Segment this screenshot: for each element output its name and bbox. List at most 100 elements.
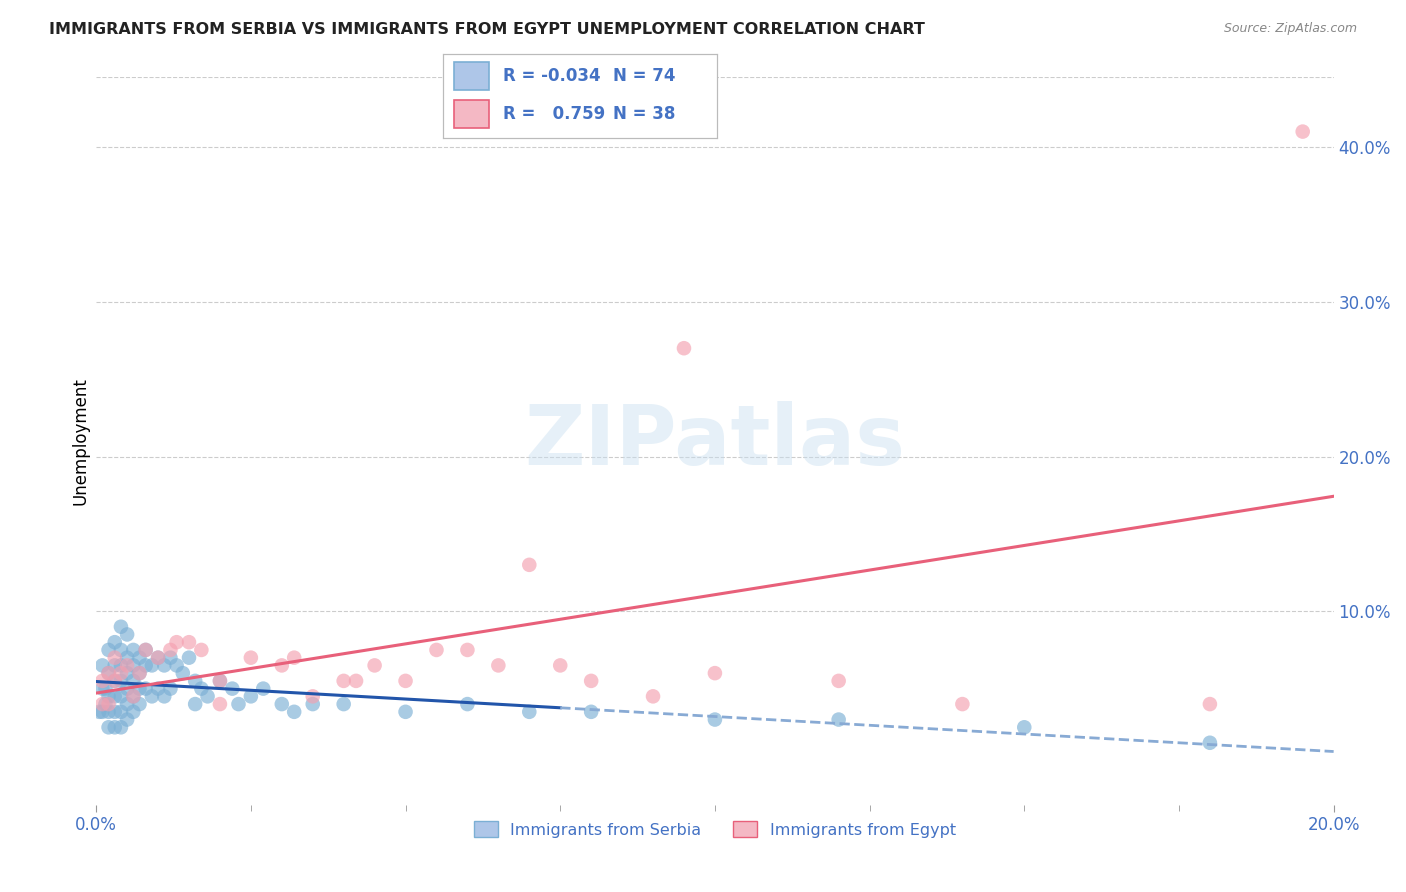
Point — [283, 650, 305, 665]
Point — [115, 650, 138, 665]
Text: N = 74: N = 74 — [613, 67, 675, 85]
Point — [122, 673, 145, 688]
Point — [104, 720, 127, 734]
Point — [97, 705, 120, 719]
FancyBboxPatch shape — [454, 62, 489, 90]
Point — [184, 673, 207, 688]
Point — [190, 643, 212, 657]
Point — [146, 681, 169, 696]
Point — [301, 697, 323, 711]
Point — [159, 681, 181, 696]
Point — [104, 673, 127, 688]
Point — [122, 690, 145, 704]
Point — [283, 705, 305, 719]
Point — [1199, 697, 1222, 711]
Point — [128, 666, 150, 681]
Point — [517, 705, 540, 719]
Text: ZIPatlas: ZIPatlas — [524, 401, 905, 482]
Point — [394, 673, 416, 688]
Point — [159, 643, 181, 657]
Point — [91, 697, 114, 711]
Point — [89, 705, 111, 719]
Text: Source: ZipAtlas.com: Source: ZipAtlas.com — [1223, 22, 1357, 36]
Point — [153, 658, 176, 673]
Point — [94, 681, 117, 696]
Point — [115, 697, 138, 711]
Point — [456, 697, 478, 711]
Point — [115, 681, 138, 696]
Point — [270, 697, 292, 711]
Point — [950, 697, 973, 711]
Point — [110, 620, 132, 634]
Point — [332, 697, 354, 711]
Point — [128, 697, 150, 711]
Point — [166, 658, 188, 673]
Point — [97, 697, 120, 711]
Y-axis label: Unemployment: Unemployment — [72, 377, 89, 505]
Point — [110, 690, 132, 704]
Point — [208, 673, 231, 688]
Point — [703, 713, 725, 727]
Point — [517, 558, 540, 572]
Point — [135, 643, 157, 657]
Point — [1014, 720, 1036, 734]
Point — [703, 666, 725, 681]
Point — [146, 650, 169, 665]
Point — [104, 658, 127, 673]
Point — [344, 673, 367, 688]
Point — [141, 690, 163, 704]
Point — [579, 705, 602, 719]
Text: R = -0.034: R = -0.034 — [503, 67, 600, 85]
Point — [486, 658, 509, 673]
Point — [208, 697, 231, 711]
Point — [177, 650, 200, 665]
Point — [1199, 736, 1222, 750]
Point — [332, 673, 354, 688]
Point — [91, 705, 114, 719]
Point — [301, 690, 323, 704]
Point — [104, 673, 127, 688]
Point — [270, 658, 292, 673]
Point — [135, 658, 157, 673]
Point — [110, 673, 132, 688]
FancyBboxPatch shape — [454, 100, 489, 128]
Point — [104, 635, 127, 649]
Point — [239, 690, 262, 704]
Point — [97, 720, 120, 734]
Point — [97, 666, 120, 681]
Point — [1292, 125, 1315, 139]
Point — [827, 713, 849, 727]
Point — [394, 705, 416, 719]
Point — [159, 650, 181, 665]
Point — [548, 658, 571, 673]
Point — [172, 666, 194, 681]
Point — [363, 658, 385, 673]
Point — [122, 690, 145, 704]
Point — [197, 690, 219, 704]
Point — [135, 643, 157, 657]
Point — [115, 658, 138, 673]
Point — [166, 635, 188, 649]
Point — [104, 705, 127, 719]
Point — [827, 673, 849, 688]
Point — [122, 643, 145, 657]
Point — [91, 673, 114, 688]
Point — [110, 705, 132, 719]
Point — [104, 690, 127, 704]
Text: N = 38: N = 38 — [613, 105, 675, 123]
Point — [184, 697, 207, 711]
Point — [122, 658, 145, 673]
Point — [456, 643, 478, 657]
Point — [110, 658, 132, 673]
Point — [425, 643, 447, 657]
Point — [146, 650, 169, 665]
Point — [94, 697, 117, 711]
Point — [135, 681, 157, 696]
Point — [177, 635, 200, 649]
Point — [110, 666, 132, 681]
Point — [672, 341, 695, 355]
Text: IMMIGRANTS FROM SERBIA VS IMMIGRANTS FROM EGYPT UNEMPLOYMENT CORRELATION CHART: IMMIGRANTS FROM SERBIA VS IMMIGRANTS FRO… — [49, 22, 925, 37]
Point — [579, 673, 602, 688]
Point — [141, 658, 163, 673]
Point — [228, 697, 250, 711]
